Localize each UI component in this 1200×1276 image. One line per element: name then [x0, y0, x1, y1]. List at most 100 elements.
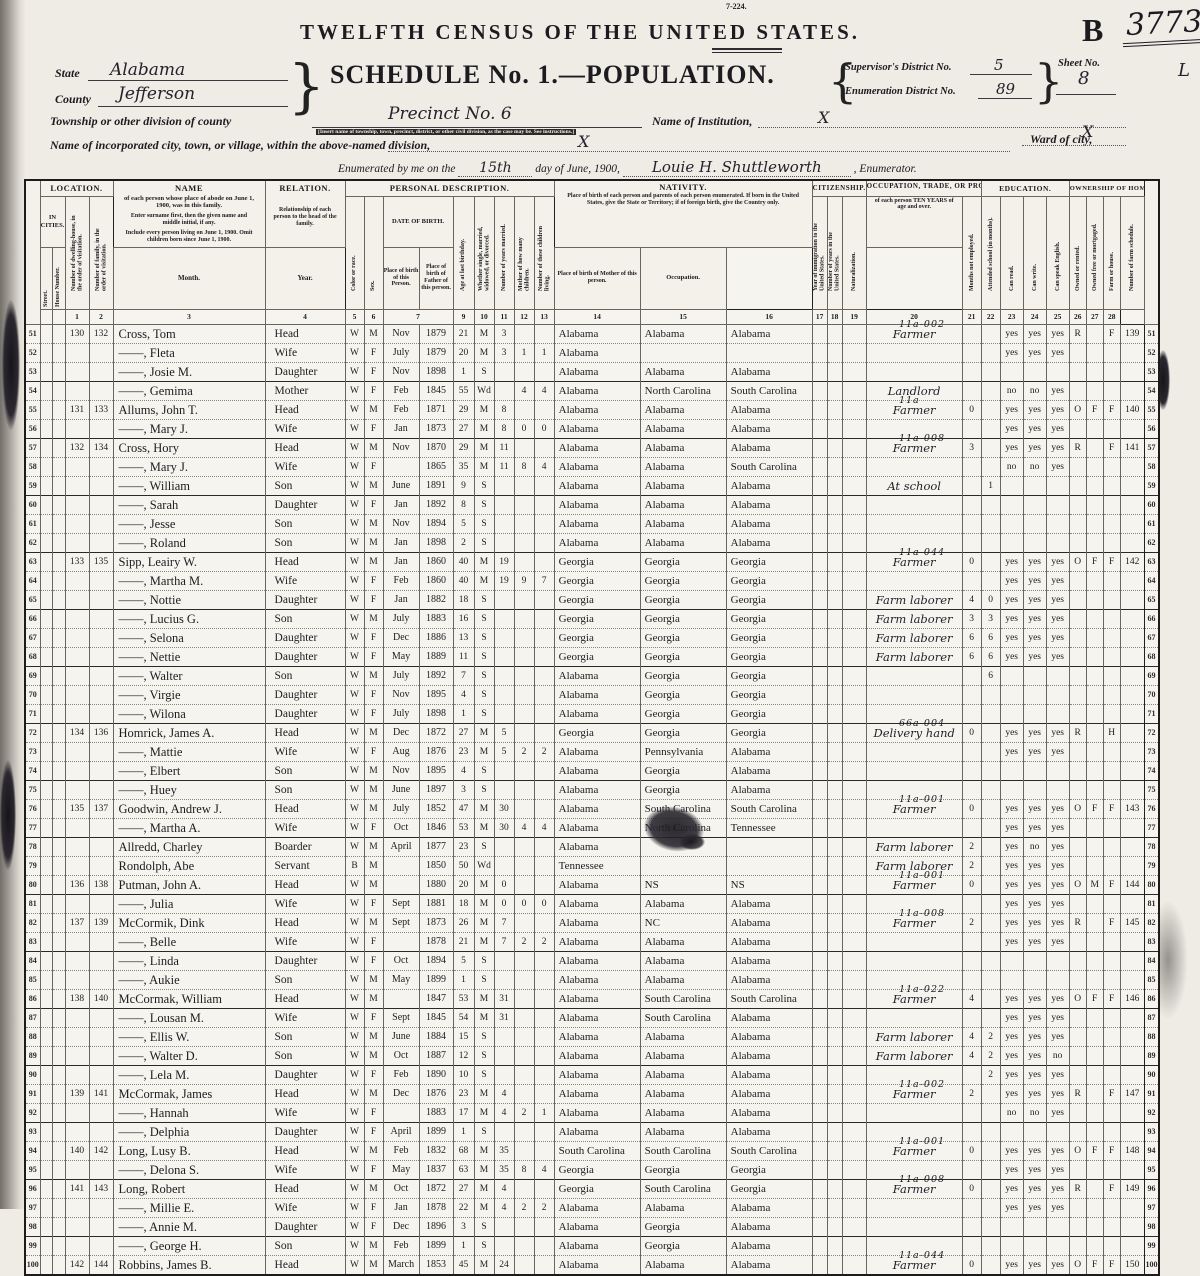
person-name: Goodwin, Andrew J.: [112, 798, 266, 818]
person-row-56: 56 ——, Mary J. Wife W F Jan 1873 27 M 8 0 0 Alabama A…: [24, 418, 1160, 438]
color-race: W: [344, 722, 365, 742]
children-living: [533, 969, 555, 989]
owned-or-rented: [1068, 1235, 1087, 1255]
months-not-employed: 2: [961, 912, 982, 932]
years-married: [493, 1064, 515, 1084]
farm-or-house: [1102, 646, 1121, 666]
family-number: [88, 627, 114, 647]
person-name: Robbins, James B.: [112, 1254, 266, 1275]
years-married: [493, 1045, 515, 1065]
farm-or-house: [1102, 418, 1121, 438]
birth-month: Nov: [382, 361, 420, 381]
birthplace-father: Alabama: [639, 893, 727, 913]
mother-of-children: [513, 665, 535, 685]
farm-or-house: [1102, 969, 1121, 989]
house-number: [51, 1121, 66, 1141]
months-not-employed: [961, 418, 982, 438]
person-row-81: 81 ——, Julia Wife W F Sept 1881 18 M 0 0 0 Alabama Al…: [24, 893, 1160, 913]
street: [39, 1178, 53, 1198]
column-number-16: 16: [725, 308, 813, 325]
attended-school: [980, 456, 1001, 476]
can-write: [1022, 969, 1047, 989]
birthplace-person: Alabama: [553, 323, 641, 343]
birthplace-person: South Carolina: [553, 1140, 641, 1160]
occupation: 11a-008 Farmer: [865, 433, 963, 457]
can-speak-english: yes: [1045, 418, 1070, 438]
occupation: Farm laborer: [865, 627, 963, 647]
person-row-74: 74 ——, Elbert Son W M Nov 1895 4 S Alabama Georgia…: [24, 760, 1160, 780]
naturalization: [841, 608, 867, 628]
birth-year: 1837: [418, 1159, 454, 1179]
row-number-left: 67: [24, 627, 41, 647]
farm-schedule-number: [1119, 741, 1145, 761]
naturalization: [841, 741, 867, 761]
can-read: yes: [999, 988, 1024, 1008]
sex: M: [363, 855, 384, 875]
house-number: [51, 646, 66, 666]
occupation-text: Delivery hand: [873, 726, 955, 740]
can-read: yes: [999, 608, 1024, 628]
birth-month: Jan: [382, 418, 420, 438]
years-married: 5: [493, 741, 515, 761]
person-row-54: 54 ——, Gemima Mother W F Feb 1845 55 Wd 4 4 Alabama…: [24, 380, 1160, 400]
age: 12: [452, 1045, 475, 1065]
naturalization: [841, 1178, 867, 1198]
years-in-us: [826, 380, 843, 400]
col-children-living: Number of these children living.: [533, 195, 555, 310]
relation: Mother: [264, 380, 346, 400]
dwelling-number: 131: [64, 399, 90, 419]
children-living: [533, 1026, 555, 1046]
occupation-text: Farm laborer: [875, 840, 953, 854]
marital-status: M: [473, 323, 495, 343]
schedule-title: SCHEDULE No. 1.—POPULATION.: [330, 60, 775, 89]
person-row-70: 70 ——, Virgie Daughter W F Nov 1895 4 S Alabama Ge…: [24, 684, 1160, 704]
farm-schedule-number: [1119, 475, 1145, 495]
farm-or-house: F: [1102, 399, 1121, 419]
farm-or-house: [1102, 684, 1121, 704]
dwelling-number: [64, 836, 90, 856]
months-not-employed: [961, 1121, 982, 1141]
owned-or-rented: [1068, 646, 1087, 666]
col-english: Can speak English.: [1045, 195, 1070, 310]
color-race: W: [344, 589, 365, 609]
col-color: Color or race.: [344, 195, 365, 310]
sheet-value: 8: [1078, 68, 1090, 89]
street: [39, 380, 53, 400]
years-married: [493, 684, 515, 704]
farm-schedule-number: 145: [1119, 912, 1145, 932]
street: [39, 646, 53, 666]
street: [39, 342, 53, 362]
farm-or-house: [1102, 1159, 1121, 1179]
dwelling-number: [64, 1216, 90, 1236]
owned-free-or-mortgaged: [1085, 1178, 1104, 1198]
farm-schedule-number: [1119, 513, 1145, 533]
dwelling-number: [64, 1064, 90, 1084]
years-in-us: [826, 855, 843, 875]
birth-year: 1895: [418, 760, 454, 780]
can-write: yes: [1022, 627, 1047, 647]
dwelling-number: 133: [64, 551, 90, 571]
person-name: Sipp, Leairy W.: [112, 551, 266, 571]
row-number-left: 88: [24, 1026, 41, 1046]
family-number: [88, 589, 114, 609]
col-dwelling: Number of dwelling-house, in the order o…: [64, 195, 90, 310]
can-write: yes: [1022, 1140, 1047, 1160]
birth-month: June: [382, 779, 420, 799]
birth-month: Aug: [382, 741, 420, 761]
can-speak-english: yes: [1045, 1140, 1070, 1160]
children-living: [533, 475, 555, 495]
attended-school: [980, 912, 1001, 932]
sex: F: [363, 1102, 384, 1122]
col-pob-mother: Place of birth of Mother of this person.: [553, 246, 641, 310]
birth-month: Dec: [382, 1216, 420, 1236]
color-race: W: [344, 513, 365, 533]
county-label: County: [55, 92, 92, 106]
naturalization: [841, 665, 867, 685]
birthplace-mother: Georgia: [725, 1178, 813, 1198]
house-number: [51, 874, 66, 894]
marital-status: S: [473, 361, 495, 381]
street: [39, 589, 53, 609]
house-number: [51, 741, 66, 761]
row-number-left: 68: [24, 646, 41, 666]
can-speak-english: no: [1045, 1045, 1070, 1065]
